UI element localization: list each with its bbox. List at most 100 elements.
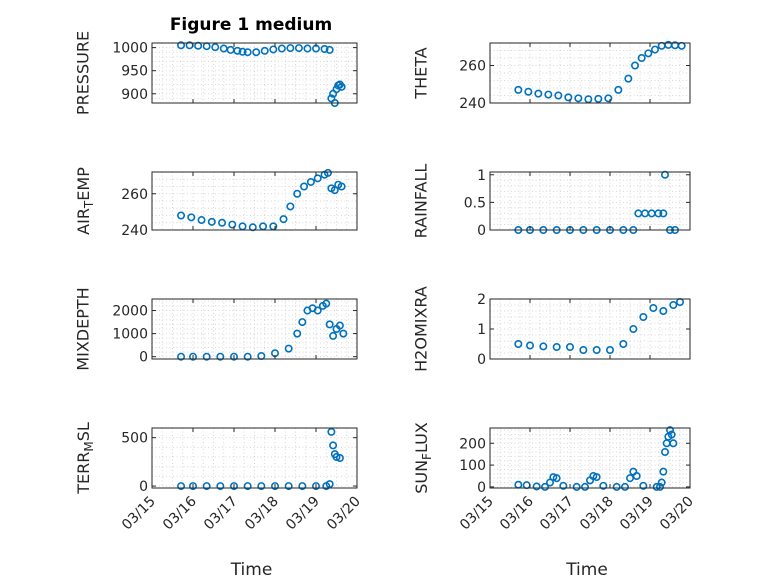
data-point	[294, 44, 303, 53]
y-tick-label: 0	[139, 350, 148, 366]
data-point	[652, 482, 661, 491]
x-axis-label: Time	[565, 560, 608, 580]
y-axis-label: SUNFLUX	[412, 422, 434, 494]
axes-box	[489, 298, 691, 360]
x-axis-label: Time	[230, 560, 273, 580]
data-point	[659, 306, 668, 315]
data-point	[311, 482, 320, 491]
data-point	[325, 45, 334, 54]
subplot-h2omixra: 0 1 2 H2OMIXRA	[412, 286, 691, 372]
data-point	[335, 321, 344, 330]
data-point	[284, 344, 293, 353]
x-tick-label: 03/20	[324, 494, 364, 534]
data-point	[630, 61, 639, 70]
data-point	[202, 482, 211, 491]
y-tick-label: 240	[459, 96, 486, 112]
data-point	[277, 44, 286, 53]
data-point	[243, 482, 252, 491]
data-point	[524, 87, 533, 96]
subplot-terr-msl: 0 500 TERRMSL 03/15 03/16 03/17 03/18 03/19 03/2…	[74, 422, 364, 580]
data-point	[259, 222, 268, 231]
figure-title: Figure 1 medium	[170, 15, 332, 35]
data-point	[565, 342, 574, 351]
x-tick-label: 03/19	[617, 494, 657, 534]
data-point	[189, 482, 198, 491]
data-point	[614, 85, 623, 94]
data-point	[243, 352, 252, 361]
data-point	[532, 482, 541, 491]
y-tick-label: 950	[121, 64, 148, 80]
y-axis-label: MIXDEPTH	[74, 287, 93, 370]
y-tick-label: 0.5	[464, 195, 486, 211]
data-point	[619, 339, 628, 348]
data-point	[544, 90, 553, 99]
data-point	[293, 189, 302, 198]
y-tick-label: 1000	[112, 327, 148, 343]
y-tick-label: 1000	[112, 41, 148, 57]
y-tick-label: 200	[459, 436, 486, 452]
data-point	[300, 182, 309, 191]
data-point	[325, 480, 334, 489]
data-point	[269, 45, 278, 54]
data-point	[260, 46, 269, 55]
data-point	[625, 474, 634, 483]
data-point	[325, 320, 334, 329]
data-point	[525, 341, 534, 350]
data-point	[599, 481, 608, 490]
data-point	[629, 324, 638, 333]
data-point	[572, 482, 581, 491]
data-point	[564, 93, 573, 102]
y-axis-label: PRESSURE	[74, 31, 93, 115]
subplot-mixdepth: 0 1000 2000 MIXDEPTH	[74, 287, 358, 371]
data-point	[230, 482, 239, 491]
data-point	[657, 41, 666, 50]
x-tick-label: 03/16	[160, 493, 200, 533]
y-axis-label: THETA	[412, 47, 431, 99]
x-tick-label: 03/15	[457, 494, 497, 534]
data-point	[624, 74, 633, 83]
data-point	[579, 345, 588, 354]
subplot-theta: 240 260 THETA	[412, 40, 691, 112]
data-point	[514, 85, 523, 94]
data-point	[177, 482, 186, 491]
y-tick-label: 2000	[112, 304, 148, 320]
data-point	[540, 482, 549, 491]
y-tick-label: 1	[477, 322, 486, 338]
data-point	[650, 45, 659, 54]
subplot-rainfall: 0 0.5 1 RAINFALL	[412, 164, 691, 239]
data-point	[605, 345, 614, 354]
y-axis-label: H2OMIXRA	[412, 286, 431, 372]
data-point	[632, 471, 641, 480]
data-point	[659, 209, 668, 218]
data-point	[592, 473, 601, 482]
axes-box	[151, 298, 358, 360]
data-point	[230, 352, 239, 361]
data-point	[238, 47, 247, 56]
data-point	[649, 303, 658, 312]
data-point	[177, 41, 186, 50]
data-point	[539, 342, 548, 351]
data-point	[620, 482, 629, 491]
data-point	[252, 48, 261, 57]
data-point	[669, 439, 678, 448]
data-point	[177, 211, 186, 220]
data-point	[233, 46, 242, 55]
data-point	[327, 427, 336, 436]
data-point	[313, 174, 322, 183]
data-point	[665, 426, 674, 435]
data-point	[226, 45, 235, 54]
data-point	[612, 482, 621, 491]
data-point	[639, 312, 648, 321]
axes-box	[489, 42, 691, 104]
y-tick-label: 0	[477, 352, 486, 368]
subplot-pressure: 900 950 1000 PRESSURE	[74, 31, 358, 115]
data-point	[580, 482, 589, 491]
y-axis-label: RAINFALL	[412, 164, 431, 239]
axes-box	[151, 42, 358, 104]
x-tick-label: 03/19	[283, 494, 323, 534]
data-point	[554, 91, 563, 100]
data-point	[269, 222, 278, 231]
data-point	[286, 44, 295, 53]
data-point	[559, 481, 568, 490]
data-point	[337, 182, 346, 191]
